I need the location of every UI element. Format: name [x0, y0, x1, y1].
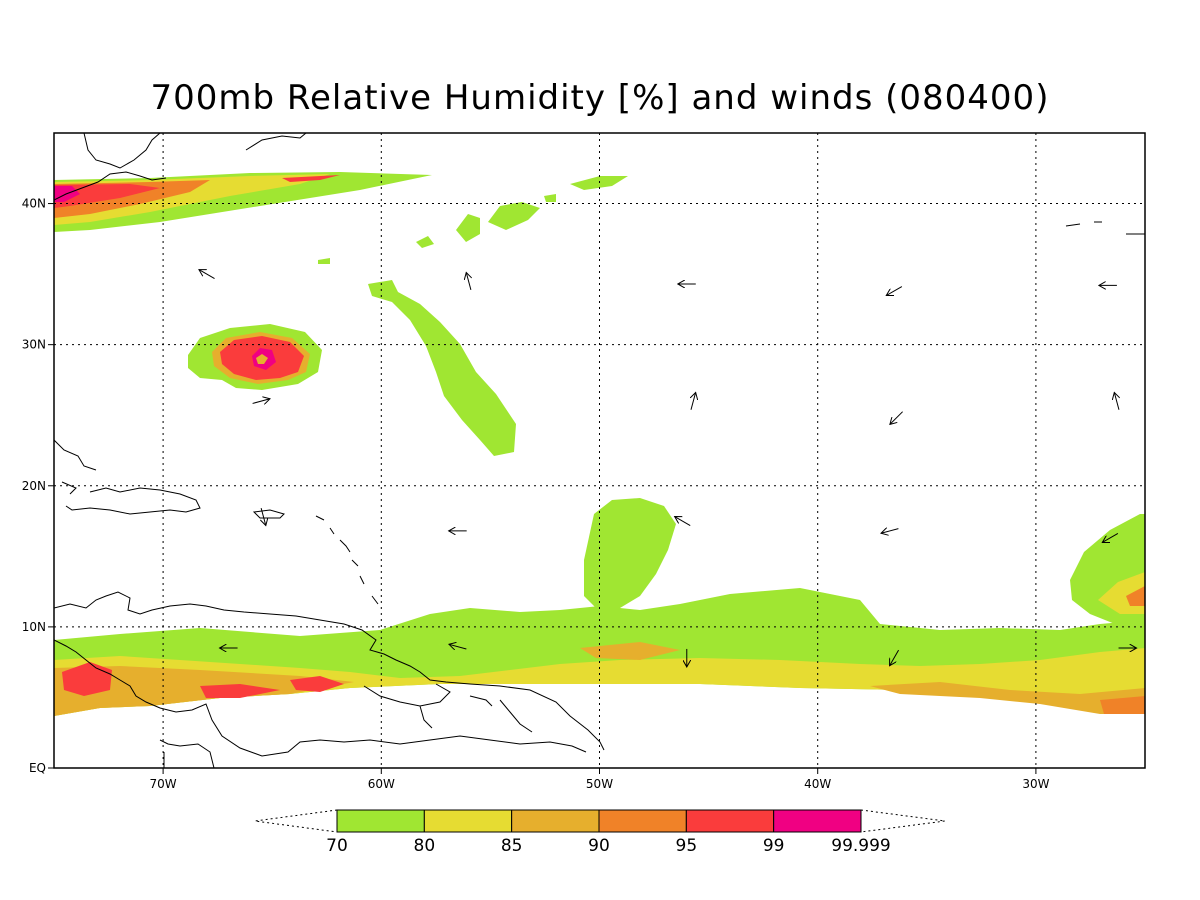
- humidity-streak-north-95: [282, 175, 340, 182]
- colorbar-swatch: [423, 809, 513, 833]
- humidity-patch-central-70: [584, 498, 676, 608]
- colorbar-swatch: [773, 809, 862, 833]
- wind-arrow: [890, 411, 903, 425]
- colorbar-swatch: [685, 809, 775, 833]
- itcz-95-west-3: [62, 662, 112, 696]
- itcz-95-west-2: [290, 676, 344, 692]
- lon-tick-label: 70W: [150, 777, 177, 791]
- coastlines: [54, 133, 1145, 768]
- humidity-patch-east-90: [1126, 586, 1145, 606]
- lon-tick-label: 30W: [1022, 777, 1049, 791]
- lat-tick-label: EQ: [29, 761, 46, 775]
- colorbar-label: 95: [676, 836, 698, 856]
- colorbar-high-extension: [860, 809, 946, 833]
- lat-tick-label: 30N: [22, 338, 46, 352]
- wind-vectors: [199, 270, 1137, 667]
- lon-tick-label: 50W: [586, 777, 613, 791]
- colorbar-label: 70: [326, 836, 348, 856]
- itcz-85-east: [870, 682, 1145, 714]
- humidity-patch-6: [544, 194, 556, 202]
- lon-tick-label: 40W: [804, 777, 831, 791]
- itcz-90-east: [1100, 696, 1145, 714]
- wind-arrow: [886, 286, 903, 296]
- colorbar-low-extension: [254, 809, 338, 833]
- colorbar-swatch: [336, 809, 425, 833]
- humidity-band-north-95: [54, 184, 160, 208]
- humidity-patch-3: [456, 214, 480, 242]
- wind-arrow: [1102, 533, 1119, 542]
- humidity-patch-4: [416, 236, 434, 248]
- humidity-fields: [54, 172, 1145, 716]
- colorbar-label: 80: [414, 836, 436, 856]
- colorbar: 70 80 85 90 95 99 99.999: [254, 809, 946, 856]
- colorbar-label: 99: [763, 836, 785, 856]
- colorbar-swatch: [511, 809, 600, 833]
- wind-arrow: [691, 392, 696, 410]
- wind-arrow: [449, 644, 467, 649]
- gridlines: [54, 133, 1145, 768]
- colorbar-label: 85: [501, 836, 523, 856]
- colorbar-label: 99.999: [831, 836, 890, 856]
- lat-tick-label: 40N: [22, 197, 46, 211]
- wind-arrow: [466, 272, 471, 290]
- lon-tick-label: 60W: [368, 777, 395, 791]
- wind-arrow: [881, 529, 899, 534]
- lat-tick-label: 10N: [22, 620, 46, 634]
- humidity-patch-2: [488, 202, 540, 230]
- wind-arrow: [252, 399, 270, 404]
- wind-arrow: [890, 649, 900, 666]
- colorbar-label: 90: [588, 836, 610, 856]
- itcz-80: [54, 648, 1145, 716]
- wind-arrow: [199, 270, 215, 280]
- colorbar-swatch: [598, 809, 687, 833]
- map-title: 700mb Relative Humidity [%] and winds (0…: [150, 78, 1050, 118]
- itcz-95-west: [200, 684, 280, 698]
- lat-tick-label: 20N: [22, 479, 46, 493]
- humidity-band-mid-70: [368, 280, 516, 456]
- lon-tick-labels: 70W 60W 50W 40W 30W: [150, 768, 1050, 791]
- humidity-patch-5: [318, 258, 330, 264]
- wind-arrow: [675, 517, 691, 526]
- wind-arrow: [261, 507, 266, 525]
- cyclone-center-85: [256, 354, 268, 364]
- itcz-85-mid: [580, 642, 680, 660]
- wind-arrow: [1114, 392, 1119, 410]
- lat-tick-labels: EQ 10N 20N 30N 40N: [22, 197, 54, 775]
